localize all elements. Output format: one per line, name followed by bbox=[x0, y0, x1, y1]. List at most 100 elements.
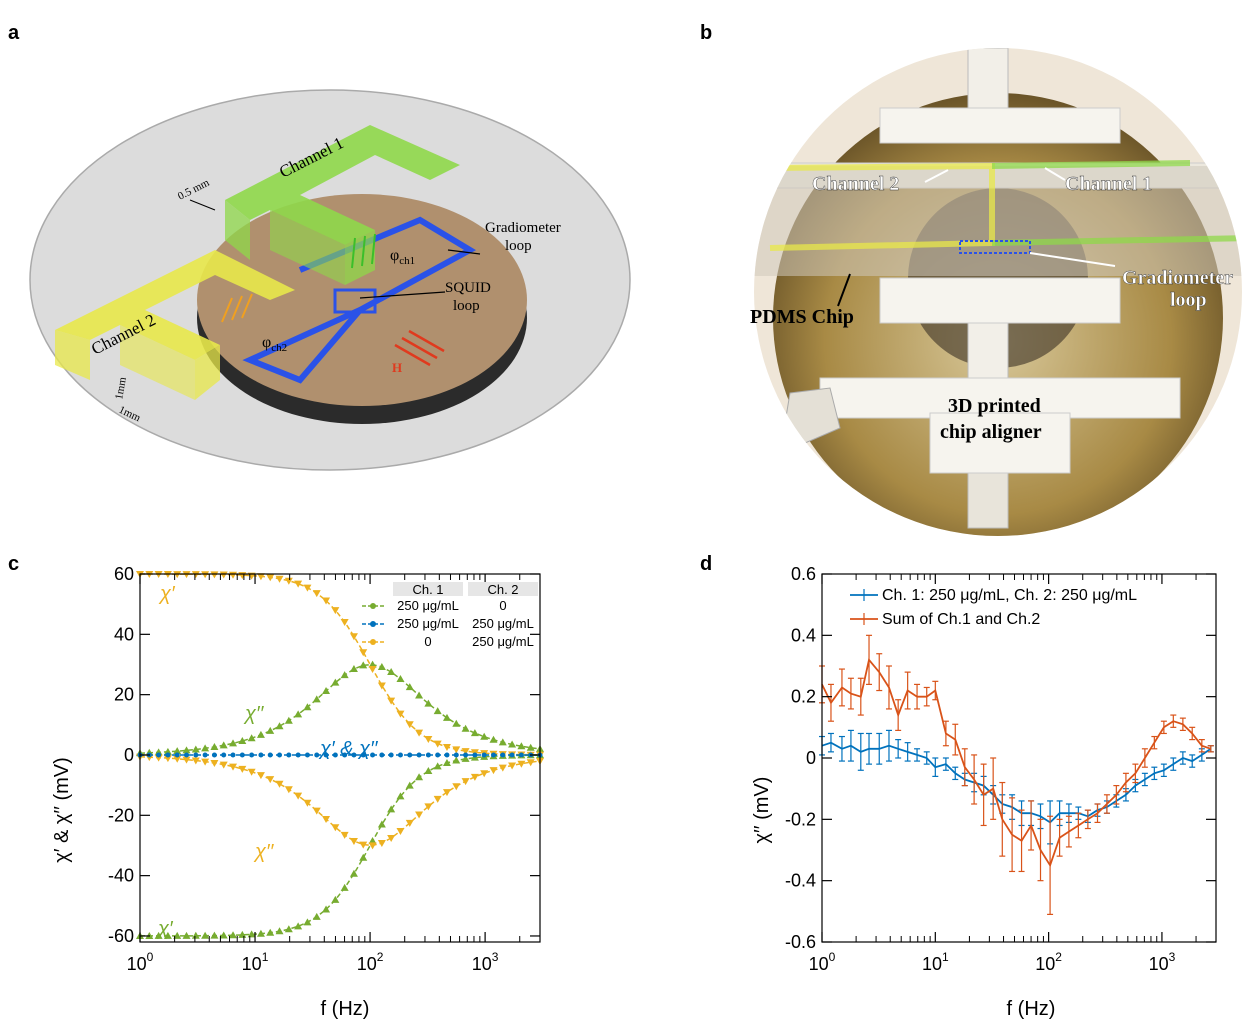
chart-c-point bbox=[258, 752, 264, 758]
chart-d-legend-label: Ch. 1: 250 μg/mL, Ch. 2: 250 μg/mL bbox=[882, 587, 1137, 604]
chart-c-y-tick-label: -40 bbox=[108, 866, 134, 886]
chart-c-point bbox=[154, 931, 163, 939]
chart-c-point bbox=[239, 752, 245, 758]
chart-c-point bbox=[498, 764, 507, 772]
chart-c-point bbox=[182, 756, 191, 764]
chart-c-point bbox=[193, 752, 199, 758]
chart-c-point bbox=[247, 734, 256, 742]
chart-c-point bbox=[452, 719, 461, 727]
chart-c-point bbox=[377, 662, 386, 670]
chart-c-point bbox=[219, 571, 228, 579]
chart-d-y-tick-label: -0.6 bbox=[785, 932, 816, 952]
chart-c-point bbox=[219, 761, 228, 769]
chart-c-annotation: χ′′ bbox=[243, 703, 265, 725]
chart-c-series-line bbox=[140, 573, 541, 756]
chart-c-legend-ch2-value: 250 μg/mL bbox=[472, 616, 534, 631]
chart-c-legend-ch1-value: 250 μg/mL bbox=[397, 616, 459, 631]
chart-c-point bbox=[349, 633, 358, 641]
chart-c-legend-header-bg bbox=[393, 582, 463, 596]
chart-c-point bbox=[368, 660, 377, 668]
chart-c-point bbox=[229, 739, 238, 747]
phi-ch2-label: φch2 bbox=[262, 334, 287, 354]
chart-c-point bbox=[275, 927, 284, 935]
chart-c-point bbox=[470, 729, 479, 737]
chart-c-point bbox=[461, 748, 470, 756]
chart-c-point bbox=[415, 729, 424, 737]
chart-c-point bbox=[342, 752, 348, 758]
chart-c-point bbox=[266, 726, 275, 734]
chart-c-point bbox=[267, 752, 273, 758]
chart-d-y-tick-label: -0.2 bbox=[785, 809, 816, 829]
chart-c-point bbox=[481, 752, 487, 758]
chart-c-point bbox=[173, 755, 182, 763]
chart-c-point bbox=[191, 931, 200, 939]
chart-c-point bbox=[396, 710, 405, 718]
photo-pdms-label: PDMS Chip bbox=[750, 306, 854, 328]
gradiometer-label-2: loop bbox=[505, 238, 532, 254]
chart-c-point bbox=[163, 931, 172, 939]
chart-c-point bbox=[322, 597, 331, 605]
chart-c-x-tick-label: 103 bbox=[472, 950, 499, 974]
chart-d-y-tick-label: -0.4 bbox=[785, 871, 816, 891]
chart-c: 100 101 102 103 -60 -40 -20 0 20 40 60 Ch. 1 Ch. 2 2… bbox=[51, 564, 544, 1020]
chart-c-point bbox=[163, 755, 172, 763]
chart-c-point bbox=[191, 745, 200, 753]
chart-c-point bbox=[303, 799, 312, 807]
chart-c-point bbox=[396, 674, 405, 682]
chart-c-point bbox=[508, 762, 517, 770]
chart-c-point bbox=[405, 721, 414, 729]
chart-c-point bbox=[480, 732, 489, 740]
chart-c-point bbox=[230, 752, 236, 758]
chart-c-point bbox=[331, 895, 340, 903]
chart-c-point bbox=[238, 765, 247, 773]
chart-c-point bbox=[442, 713, 451, 721]
chart-c-legend-header-ch2: Ch. 2 bbox=[487, 582, 518, 597]
chart-c-point bbox=[387, 805, 396, 813]
chart-c-point bbox=[509, 752, 515, 758]
chart-c-point bbox=[452, 783, 461, 791]
chart-c-point bbox=[526, 743, 535, 751]
chart-c-legend-marker bbox=[370, 639, 376, 645]
chart-c-point bbox=[294, 922, 303, 930]
chart-c-point bbox=[377, 682, 386, 690]
field-h-arrows bbox=[394, 329, 445, 367]
chart-c-point bbox=[489, 735, 498, 743]
chart-c-point bbox=[249, 752, 255, 758]
chart-c-point bbox=[498, 738, 507, 746]
chart-c-point bbox=[518, 752, 524, 758]
chart-d-y-tick-label: 0.4 bbox=[791, 625, 816, 645]
chart-c-point bbox=[182, 571, 191, 579]
panel-letter-b: b bbox=[700, 22, 713, 44]
gradiometer-loop bbox=[242, 216, 477, 384]
chart-c-point bbox=[442, 758, 451, 766]
chart-c-point bbox=[295, 752, 301, 758]
chart-c-point bbox=[312, 912, 321, 920]
chart-c-point bbox=[314, 752, 320, 758]
chart-c-point bbox=[173, 931, 182, 939]
chart-c-point bbox=[517, 760, 526, 768]
chart-c-legend-ch2-value: 250 μg/mL bbox=[472, 634, 534, 649]
chart-c-point bbox=[322, 686, 331, 694]
chart-c-point bbox=[442, 744, 451, 752]
chart-c-point bbox=[405, 781, 414, 789]
flux-arrows-ch1 bbox=[351, 233, 376, 269]
chart-c-point bbox=[452, 756, 461, 764]
chart-d-x-tick-label: 102 bbox=[1035, 950, 1062, 974]
chart-d-y-tick-label: 0 bbox=[806, 748, 816, 768]
schematic-device: Channel 1 Channel 2 0.5 mm Gradiometer l… bbox=[29, 89, 631, 471]
chart-c-legend-marker bbox=[370, 621, 376, 627]
chart-c-point bbox=[470, 773, 479, 781]
chart-c-point bbox=[284, 716, 293, 724]
chart-c-point bbox=[332, 752, 338, 758]
chart-c-point bbox=[424, 766, 433, 774]
chart-c-point bbox=[266, 776, 275, 784]
chart-c-x-tick-label: 100 bbox=[127, 950, 154, 974]
chart-c-point bbox=[368, 842, 377, 850]
chart-c-point bbox=[247, 768, 256, 776]
chart-c-point bbox=[277, 752, 283, 758]
chart-c-x-tick-label: 101 bbox=[242, 950, 269, 974]
chart-c-point bbox=[461, 778, 470, 786]
phi-ch1-label: φch1 bbox=[390, 247, 415, 267]
chart-c-xlabel: f (Hz) bbox=[321, 998, 370, 1020]
chart-c-point bbox=[275, 780, 284, 788]
